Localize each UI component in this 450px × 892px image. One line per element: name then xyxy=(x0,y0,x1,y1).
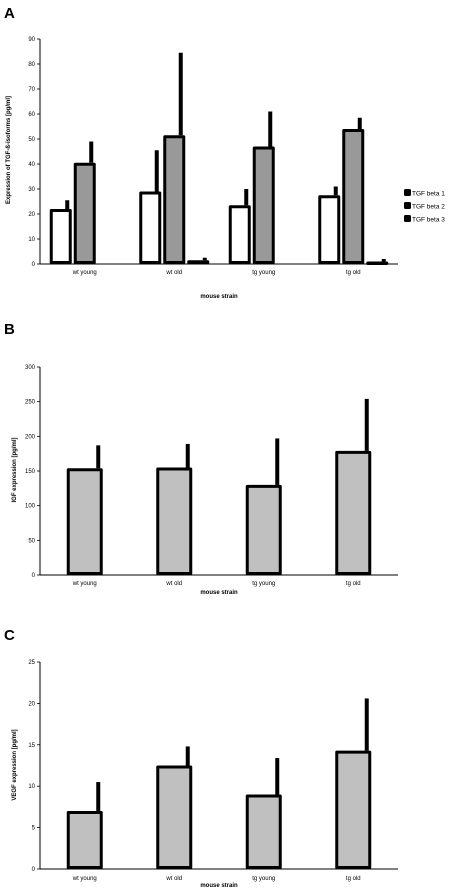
x-tick-label: tg old xyxy=(346,876,361,882)
bar xyxy=(318,195,341,264)
chart-a: 0 10 20 30 40 50 60 70 80 90 wt young wt old tg youn… xyxy=(6,37,445,300)
x-axis-title: mouse strain xyxy=(200,883,238,889)
x-axis-title: mouse strain xyxy=(200,590,238,596)
legend-label: TGF beta 3 xyxy=(412,217,445,224)
bar xyxy=(228,205,251,264)
error-bar xyxy=(364,398,369,451)
error-bar xyxy=(202,257,207,261)
bar xyxy=(366,261,389,265)
y-axis-title: VEGF expression [pg/ml] xyxy=(12,729,18,800)
error-bar xyxy=(275,758,280,795)
x-tick-label: tg old xyxy=(346,581,361,587)
x-tick-label: wt old xyxy=(165,270,182,276)
y-tick-label: 60 xyxy=(28,112,35,118)
y-tick-label: 0 xyxy=(32,573,36,579)
y-tick-label: 50 xyxy=(28,137,35,143)
error-bar xyxy=(275,438,280,485)
bar xyxy=(245,484,282,575)
legend-swatch xyxy=(404,215,411,222)
y-tick-label: 80 xyxy=(28,62,35,68)
y-tick-label: 15 xyxy=(28,743,35,749)
x-tick-label: wt old xyxy=(165,876,182,882)
legend-swatch xyxy=(404,202,411,209)
panel-label-b: B xyxy=(4,321,15,338)
error-bar xyxy=(364,698,369,751)
bar xyxy=(163,135,186,264)
x-tick-label: wt young xyxy=(72,876,97,882)
x-tick-label: tg young xyxy=(252,581,275,587)
bar xyxy=(73,162,96,264)
bar xyxy=(139,191,162,264)
y-tick-label: 50 xyxy=(28,538,35,544)
y-tick-label: 5 xyxy=(32,826,36,832)
y-tick-label: 25 xyxy=(28,660,35,666)
x-tick-label: tg young xyxy=(252,270,275,276)
y-tick-label: 300 xyxy=(25,365,36,371)
bar xyxy=(187,260,210,264)
x-tick-label: tg young xyxy=(252,876,275,882)
error-bar xyxy=(333,186,338,196)
bar xyxy=(49,209,72,264)
y-axis-title: IGF expression [pg/ml] xyxy=(12,437,18,502)
bar xyxy=(66,811,103,869)
panel-label-a: A xyxy=(4,5,15,22)
y-tick-label: 0 xyxy=(32,867,36,873)
panel-label-c: C xyxy=(4,627,15,644)
error-bar xyxy=(244,189,249,206)
y-tick-label: 10 xyxy=(28,784,35,790)
error-bar xyxy=(96,782,101,812)
x-tick-label: tg old xyxy=(346,270,361,276)
y-tick-label: 10 xyxy=(28,237,35,243)
chart-b: 0 50 100 150 200 250 300 wt young wt old tg young… xyxy=(12,365,398,596)
error-bar xyxy=(381,259,386,262)
error-bar xyxy=(185,443,190,468)
error-bar xyxy=(185,746,190,766)
error-bar xyxy=(154,150,159,192)
legend-label: TGF beta 2 xyxy=(412,204,445,211)
legend-swatch xyxy=(404,189,411,196)
y-tick-label: 250 xyxy=(25,400,36,406)
bar xyxy=(342,129,365,264)
bar xyxy=(156,467,193,575)
x-tick-label: wt old xyxy=(165,581,182,587)
y-tick-label: 200 xyxy=(25,434,36,440)
x-tick-label: wt young xyxy=(72,581,97,587)
y-axis-title: Expression of TGF-ß-isoforms [pg/ml] xyxy=(6,96,12,204)
error-bar xyxy=(268,111,273,147)
error-bar xyxy=(89,141,94,163)
y-tick-label: 20 xyxy=(28,212,35,218)
legend-label: TGF beta 1 xyxy=(412,191,445,198)
chart-c: 0 5 10 15 20 25 wt young wt old tg young tg old mo… xyxy=(12,660,398,889)
error-bar xyxy=(357,117,362,129)
y-tick-label: 20 xyxy=(28,701,35,707)
x-tick-label: wt young xyxy=(72,270,97,276)
error-bar xyxy=(96,445,101,469)
bar xyxy=(252,146,275,264)
bar xyxy=(335,450,372,576)
y-tick-label: 150 xyxy=(25,469,36,475)
y-tick-label: 100 xyxy=(25,504,36,510)
bar xyxy=(335,750,372,870)
bar xyxy=(156,765,193,869)
bar xyxy=(245,794,282,869)
error-bar xyxy=(178,52,183,136)
y-tick-label: 40 xyxy=(28,162,35,168)
y-tick-label: 90 xyxy=(28,37,35,43)
y-tick-label: 70 xyxy=(28,87,35,93)
x-axis-title: mouse strain xyxy=(200,294,238,300)
y-tick-label: 30 xyxy=(28,187,35,193)
y-tick-label: 0 xyxy=(32,262,36,268)
error-bar xyxy=(65,200,70,209)
bar xyxy=(66,468,103,575)
